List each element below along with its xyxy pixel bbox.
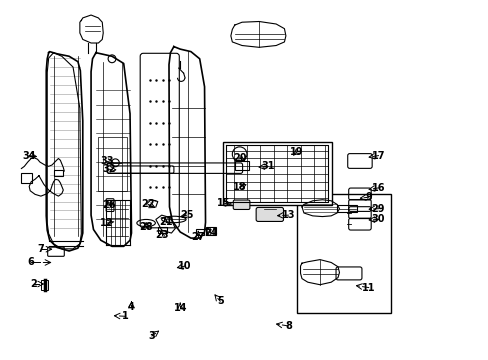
Text: 19: 19 — [290, 147, 303, 157]
Text: 26: 26 — [102, 200, 116, 210]
Bar — [336, 205, 356, 212]
Text: 12: 12 — [100, 218, 114, 228]
Text: 31: 31 — [261, 161, 274, 171]
Bar — [205, 227, 216, 234]
Text: 32: 32 — [102, 164, 116, 174]
Text: 18: 18 — [232, 182, 246, 192]
Text: 2: 2 — [31, 279, 38, 289]
Text: 16: 16 — [371, 183, 385, 193]
Text: 28: 28 — [139, 222, 153, 232]
Text: 1: 1 — [122, 311, 128, 321]
Text: 3: 3 — [148, 331, 155, 341]
Text: 5: 5 — [216, 296, 223, 306]
FancyBboxPatch shape — [233, 200, 249, 210]
Bar — [222, 142, 331, 205]
Bar — [98, 137, 126, 191]
Text: 20: 20 — [232, 153, 246, 163]
Text: 8: 8 — [285, 321, 291, 331]
Text: 25: 25 — [180, 210, 193, 220]
Text: 30: 30 — [371, 215, 385, 224]
Text: 24: 24 — [204, 228, 218, 238]
Text: 4: 4 — [128, 302, 135, 312]
Bar — [54, 170, 63, 176]
Text: 7: 7 — [38, 244, 44, 254]
Text: 21: 21 — [159, 217, 172, 227]
Bar — [21, 173, 32, 183]
Text: 29: 29 — [371, 204, 385, 214]
Text: 23: 23 — [155, 230, 168, 239]
Bar — [158, 227, 166, 233]
Text: 27: 27 — [191, 232, 204, 242]
Text: 11: 11 — [361, 283, 375, 293]
Bar — [297, 194, 390, 313]
Text: 6: 6 — [28, 257, 35, 267]
Text: 34: 34 — [22, 150, 36, 161]
Text: 22: 22 — [141, 199, 155, 210]
Bar — [234, 161, 249, 170]
Text: 13: 13 — [281, 210, 294, 220]
Text: 15: 15 — [217, 198, 230, 208]
Text: 10: 10 — [178, 261, 191, 271]
Text: 9: 9 — [365, 192, 371, 202]
Text: 33: 33 — [100, 156, 114, 166]
Bar — [41, 280, 48, 291]
Text: 14: 14 — [173, 303, 186, 314]
Bar — [195, 229, 203, 235]
FancyBboxPatch shape — [256, 207, 283, 221]
Text: 17: 17 — [371, 150, 385, 161]
